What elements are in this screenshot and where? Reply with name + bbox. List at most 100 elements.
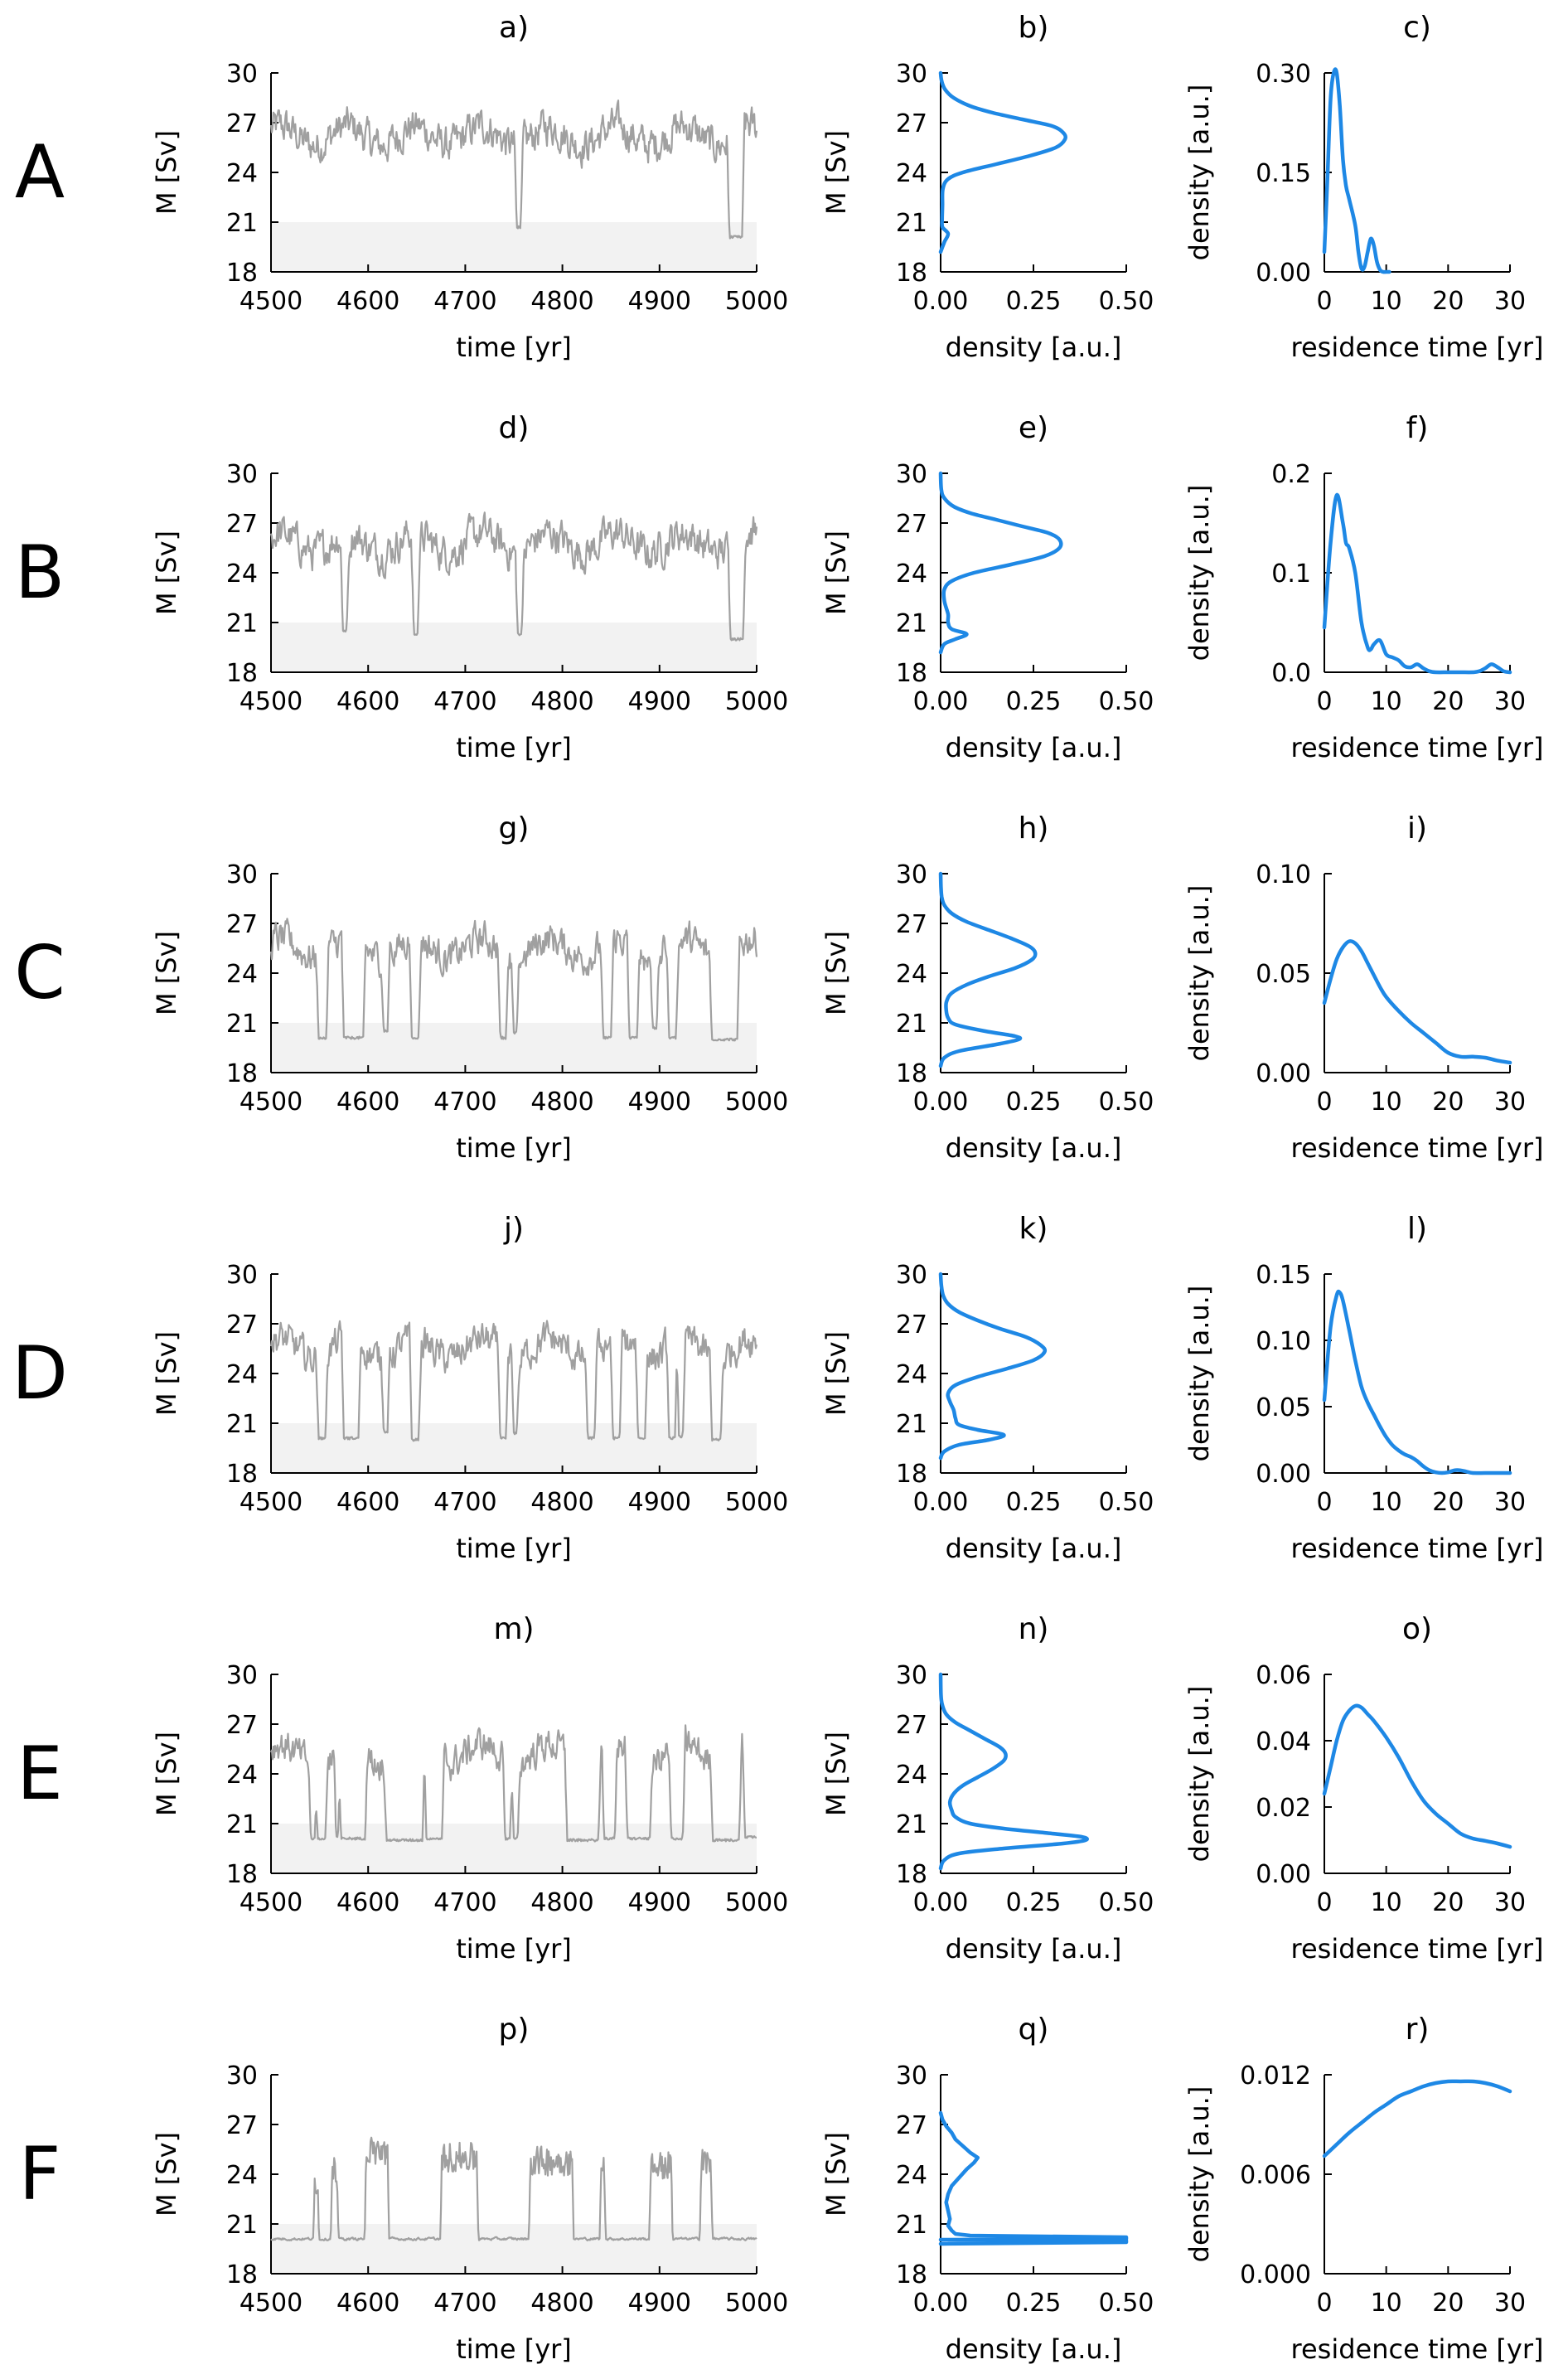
x-tick-label: 4800	[530, 2289, 593, 2318]
timeseries-line	[269, 1320, 758, 1442]
x-tick-label: 20	[1432, 687, 1464, 716]
x-tick-label: 0.00	[913, 2289, 969, 2318]
y-tick-label: 27	[226, 109, 258, 138]
y-tick-label: 21	[226, 1410, 258, 1439]
y-tick-label: 0.1	[1271, 560, 1311, 589]
x-tick-label: 4800	[530, 1888, 593, 1917]
x-axis-label: residence time [yr]	[1291, 2333, 1544, 2365]
x-axis-label: residence time [yr]	[1291, 1933, 1544, 1965]
panel-l: l) 0 10 20 30 0.00 0.05 0.10 0.15 residence time …	[1183, 1212, 1543, 1564]
panel-title: q)	[1019, 2013, 1049, 2047]
panel-title: k)	[1019, 1212, 1048, 1246]
panel-title: r)	[1406, 2013, 1430, 2047]
x-axis-label: time [yr]	[456, 332, 572, 363]
panel-title: a)	[499, 11, 529, 45]
panel-c: c) 0 10 20 30 0.00 0.15 0.30 residence time [yr]…	[1183, 11, 1543, 363]
x-tick-label: 0.25	[1006, 287, 1062, 316]
x-tick-label: 4900	[628, 287, 691, 316]
y-tick-label: 18	[226, 1460, 258, 1489]
x-tick-label: 5000	[725, 1088, 788, 1117]
y-tick-label: 30	[226, 460, 258, 489]
y-tick-label: 21	[896, 2211, 927, 2240]
y-tick-label: 27	[896, 109, 927, 138]
x-tick-label: 20	[1432, 1488, 1464, 1517]
y-tick-label: 0.15	[1256, 159, 1311, 188]
x-tick-label: 4600	[336, 687, 399, 716]
y-axis-label: M [Sv]	[820, 531, 852, 615]
x-tick-label: 0.50	[1099, 687, 1154, 716]
y-tick-label: 24	[226, 159, 258, 188]
y-tick-label: 21	[896, 1810, 927, 1839]
x-tick-label: 10	[1371, 687, 1402, 716]
residence-curve	[1322, 67, 1391, 274]
y-tick-label: 0.15	[1256, 1261, 1311, 1290]
y-tick-label: 30	[896, 2062, 927, 2091]
y-axis-label: M [Sv]	[151, 130, 182, 215]
row-e: Em) 4500 4600 4700 4800 4900 5000 18 21 24 27 30 tim…	[17, 1612, 1543, 1965]
x-tick-label: 0	[1316, 687, 1332, 716]
y-tick-label: 18	[226, 259, 258, 288]
y-axis-label: M [Sv]	[820, 2132, 852, 2217]
row-label: E	[17, 1731, 63, 1816]
threshold-band	[271, 2224, 757, 2274]
x-tick-label: 0.50	[1099, 1888, 1154, 1917]
y-axis-label: M [Sv]	[820, 1732, 852, 1816]
y-axis-label: density [a.u.]	[1183, 1686, 1215, 1863]
y-tick-label: 0.02	[1256, 1794, 1311, 1823]
y-tick-label: 24	[896, 2161, 927, 2190]
y-tick-label: 0.00	[1256, 259, 1311, 288]
panel-h: h) 0.00 0.25 0.50 18 21 24 27 30 density [a.u.] M …	[820, 812, 1154, 1164]
x-axis-label: density [a.u.]	[946, 332, 1122, 363]
row-c: Cg) 4500 4600 4700 4800 4900 5000 18 21 24 27 30 tim…	[14, 812, 1543, 1164]
y-axis-label: density [a.u.]	[1183, 85, 1215, 261]
y-axis-label: density [a.u.]	[1183, 885, 1215, 1062]
x-tick-label: 0.00	[913, 1888, 969, 1917]
x-tick-label: 5000	[725, 687, 788, 716]
panel-p: p) 4500 4600 4700 4800 4900 5000 18 21 24 27 30 time…	[151, 2013, 788, 2365]
panel-d: d) 4500 4600 4700 4800 4900 5000 18 21 24 27 30 time…	[151, 411, 788, 763]
panel-title: f)	[1406, 411, 1429, 445]
x-tick-label: 20	[1432, 2289, 1464, 2318]
y-tick-label: 0.000	[1240, 2260, 1311, 2289]
y-tick-label: 0.30	[1256, 60, 1311, 89]
y-tick-label: 24	[896, 1761, 927, 1790]
y-axis-label: density [a.u.]	[1183, 1286, 1215, 1462]
x-tick-label: 4800	[530, 687, 593, 716]
timeseries-line	[269, 511, 758, 642]
threshold-band	[271, 623, 757, 672]
y-tick-label: 0.012	[1240, 2062, 1311, 2091]
x-axis-label: density [a.u.]	[946, 1132, 1122, 1164]
panel-m: m) 4500 4600 4700 4800 4900 5000 18 21 24 27 30 time…	[151, 1612, 788, 1965]
x-tick-label: 0.50	[1099, 1088, 1154, 1117]
x-tick-label: 0.00	[913, 1088, 969, 1117]
panel-title: d)	[499, 411, 530, 445]
y-axis-label: density [a.u.]	[1183, 485, 1215, 661]
x-axis-label: residence time [yr]	[1291, 1533, 1544, 1564]
x-tick-label: 4900	[628, 687, 691, 716]
x-axis-label: residence time [yr]	[1291, 1132, 1544, 1164]
y-tick-label: 0.04	[1256, 1727, 1311, 1756]
x-tick-label: 10	[1371, 287, 1402, 316]
panel-title: h)	[1019, 812, 1049, 845]
x-tick-label: 4700	[433, 687, 496, 716]
x-tick-label: 4700	[433, 1488, 496, 1517]
x-axis-label: density [a.u.]	[946, 2333, 1122, 2365]
x-tick-label: 4800	[530, 287, 593, 316]
y-tick-label: 30	[896, 860, 927, 889]
panel-j: j) 4500 4600 4700 4800 4900 5000 18 21 24 27 30 time…	[151, 1212, 788, 1564]
x-tick-label: 0.00	[913, 1488, 969, 1517]
panel-r: r) 0 10 20 30 0.000 0.006 0.012 residence time […	[1183, 2013, 1543, 2365]
x-tick-label: 4500	[240, 687, 302, 716]
residence-curve	[1322, 1703, 1512, 1849]
y-tick-label: 24	[226, 960, 258, 989]
x-axis-label: density [a.u.]	[946, 1933, 1122, 1965]
panel-title: c)	[1403, 11, 1431, 45]
y-tick-label: 24	[226, 1360, 258, 1389]
row-f: Fp) 4500 4600 4700 4800 4900 5000 18 21 24 27 30 tim…	[19, 2013, 1544, 2365]
timeseries-line	[269, 1724, 757, 1843]
row-label: A	[15, 129, 65, 215]
x-tick-label: 4500	[240, 1088, 302, 1117]
y-tick-label: 18	[896, 1460, 927, 1489]
x-tick-label: 4700	[433, 287, 496, 316]
